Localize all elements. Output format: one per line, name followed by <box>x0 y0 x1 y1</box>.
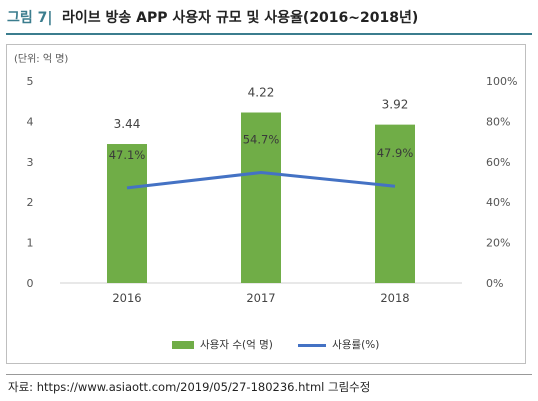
usage-rate-line <box>126 171 396 190</box>
unit-label: (단위: 억 명) <box>14 54 69 65</box>
figure-title: 라이브 방송 APP 사용자 규모 및 사용율(2016~2018년) <box>62 10 419 26</box>
category-label: 2018 <box>380 291 409 305</box>
bar <box>107 144 147 283</box>
legend-label-rate: 사용률(%) <box>332 339 380 351</box>
legend-item-rate: 사용률(%) <box>298 337 379 352</box>
source-divider <box>6 374 532 375</box>
right-axis-tick-label: 100% <box>486 75 517 88</box>
right-axis-tick-label: 20% <box>486 237 510 250</box>
bar-data-label: 3.92 <box>382 98 409 112</box>
legend-item-users: 사용자 수(억 명) <box>172 337 273 352</box>
right-axis-tick-label: 40% <box>486 196 510 209</box>
bar-data-label: 4.22 <box>248 86 275 100</box>
bar <box>375 124 415 283</box>
right-axis-tick-label: 0% <box>486 277 503 290</box>
left-axis-tick-label: 4 <box>27 115 34 128</box>
left-axis-tick-label: 0 <box>27 277 34 290</box>
category-label: 2016 <box>112 291 141 305</box>
bar <box>241 112 281 284</box>
source-note: 자료: https://www.asiaott.com/2019/05/27-1… <box>8 380 371 394</box>
chart-legend: 사용자 수(억 명) 사용률(%) <box>172 337 401 353</box>
left-axis-tick-label: 1 <box>27 237 34 250</box>
category-label: 2017 <box>246 291 275 305</box>
bar-data-label: 3.44 <box>114 117 141 131</box>
left-axis-tick-label: 2 <box>27 196 34 209</box>
legend-bar-swatch <box>172 341 194 349</box>
line-data-label: 47.1% <box>109 148 146 162</box>
left-axis-tick-label: 5 <box>27 75 34 88</box>
line-data-label: 54.7% <box>243 133 280 147</box>
legend-label-users: 사용자 수(억 명) <box>200 339 273 351</box>
chart-frame <box>6 44 526 364</box>
figure-label: 그림 7| <box>7 10 53 26</box>
right-axis-tick-label: 80% <box>486 115 510 128</box>
title-underline <box>6 33 532 35</box>
line-data-label: 47.9% <box>377 146 414 160</box>
right-axis-tick-label: 60% <box>486 156 510 169</box>
left-axis-tick-label: 3 <box>27 156 34 169</box>
figure-header: 그림 7| 라이브 방송 APP 사용자 규모 및 사용율(2016~2018년… <box>0 0 538 34</box>
legend-line-swatch <box>298 343 327 347</box>
